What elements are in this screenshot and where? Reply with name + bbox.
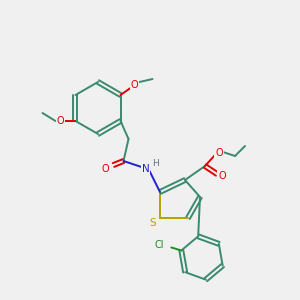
Text: Cl: Cl xyxy=(154,241,164,250)
Text: O: O xyxy=(57,116,64,126)
Text: S: S xyxy=(150,218,156,228)
Text: H: H xyxy=(152,160,159,169)
Text: O: O xyxy=(102,164,109,174)
Text: O: O xyxy=(131,80,138,90)
Text: O: O xyxy=(218,171,226,181)
Text: O: O xyxy=(215,148,223,158)
Text: N: N xyxy=(142,164,149,174)
